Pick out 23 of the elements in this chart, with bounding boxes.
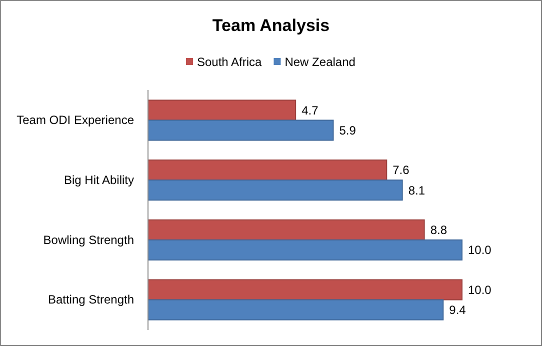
y-tick-label: Bowling Strength	[43, 232, 134, 247]
data-label: 5.9	[339, 123, 356, 138]
data-label: 7.6	[392, 163, 410, 178]
bar	[148, 100, 296, 121]
bar	[148, 279, 462, 300]
y-tick-label: Batting Strength	[48, 292, 134, 307]
data-label: 9.4	[449, 303, 466, 317]
bar	[148, 239, 462, 260]
data-label: 4.7	[302, 103, 319, 118]
bar	[148, 120, 334, 141]
bar	[148, 219, 425, 240]
y-tick-label: Big Hit Ability	[64, 172, 134, 187]
data-label: 10.0	[468, 282, 492, 297]
bar	[148, 299, 444, 320]
bar	[148, 180, 403, 201]
bar	[148, 160, 388, 181]
y-tick-label: Team ODI Experience	[16, 113, 134, 128]
data-label: 10.0	[468, 243, 492, 258]
chart-title: Team Analysis	[212, 16, 330, 35]
legend-label: New Zealand	[284, 55, 356, 69]
data-label: 8.1	[408, 183, 426, 198]
legend-label: South Africa	[197, 55, 262, 69]
data-label: 8.8	[430, 223, 448, 238]
